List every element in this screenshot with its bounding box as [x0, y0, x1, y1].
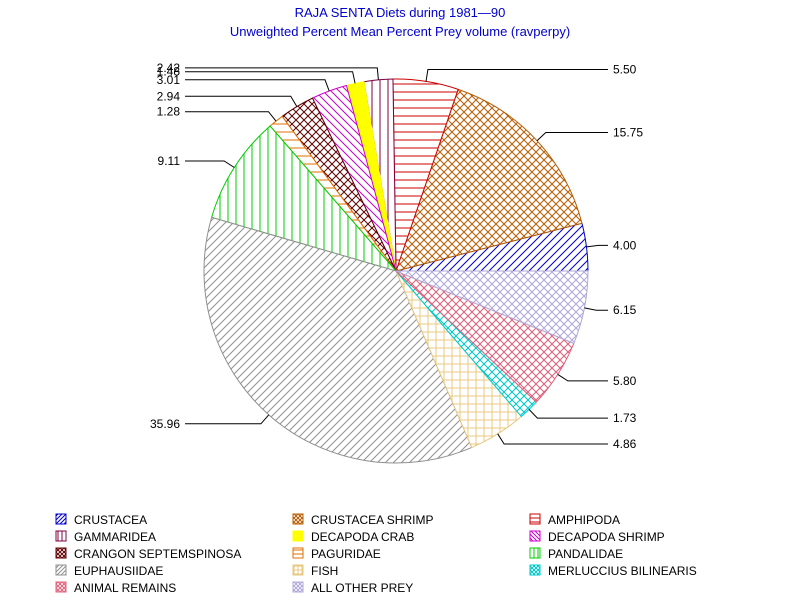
- legend-label: EUPHAUSIIDAE: [74, 564, 163, 578]
- leader-line-decapoda-crab: [185, 71, 356, 84]
- value-label-animal-remains: 5.80: [613, 374, 637, 388]
- legend-swatch: [529, 564, 541, 576]
- leader-line-amphipoda: [425, 69, 608, 82]
- slice-labels: 4.00 15.75 5.50 2.421.483.01 2.94 1.28 9.11 35.…: [150, 61, 643, 451]
- slice-all-other-prey: [395, 270, 589, 345]
- pie-slices: [203, 78, 589, 464]
- legend: CRUSTACEA CRUSTACEA SHRIMP AMPHIPODA GAMMAR…: [55, 513, 697, 595]
- legend-label: CRUSTACEA SHRIMP: [311, 513, 433, 527]
- legend-label: CRUSTACEA: [74, 513, 147, 527]
- value-label-crustacea: 4.00: [613, 238, 637, 252]
- leader-line-pandalidae: [185, 160, 235, 168]
- slice-crustacea-shrimp: [395, 88, 583, 272]
- leader-line-crustacea: [586, 244, 608, 248]
- leader-line-crustacea-shrimp: [536, 132, 608, 142]
- legend-item-euphausiidae: EUPHAUSIIDAE: [55, 564, 163, 578]
- legend-swatch: [55, 513, 67, 525]
- legend-item-crustacea: CRUSTACEA: [55, 513, 147, 527]
- value-label-all-other-prey: 6.15: [613, 303, 637, 317]
- leader-line-animal-remains: [557, 373, 608, 382]
- legend-swatch: [292, 581, 304, 593]
- legend-label: MERLUCCIUS BILINEARIS: [548, 564, 697, 578]
- legend-label: ALL OTHER PREY: [311, 581, 413, 595]
- value-label-gammaridea: 2.42: [157, 61, 181, 75]
- legend-item-crangon-septemspinosa: CRANGON SEPTEMSPINOSA: [55, 547, 241, 561]
- legend-swatch: [55, 581, 67, 593]
- legend-swatch: [292, 530, 304, 542]
- value-label-decapoda-crab: 1.48: [157, 65, 181, 79]
- legend-swatch: [529, 547, 541, 559]
- legend-swatch: [55, 530, 67, 542]
- legend-label: ANIMAL REMAINS: [74, 581, 176, 595]
- legend-swatch: [292, 513, 304, 525]
- legend-item-merluccius-bilinearis: MERLUCCIUS BILINEARIS: [529, 564, 697, 578]
- value-label-amphipoda: 5.50: [613, 63, 637, 77]
- legend-label: DECAPODA CRAB: [311, 530, 414, 544]
- value-label-fish: 4.86: [613, 437, 637, 451]
- legend-label: FISH: [311, 564, 338, 578]
- legend-item-pandalidae: PANDALIDAE: [529, 547, 623, 561]
- value-label-euphausiidae: 35.96: [150, 417, 180, 431]
- legend-label: PAGURIDAE: [311, 547, 381, 561]
- value-label-crustacea-shrimp: 15.75: [613, 126, 643, 140]
- legend-swatch: [529, 530, 541, 542]
- leader-line-all-other-prey: [584, 307, 608, 311]
- legend-label: GAMMARIDEA: [74, 530, 156, 544]
- legend-swatch: [529, 513, 541, 525]
- legend-label: AMPHIPODA: [548, 513, 620, 527]
- leader-line-paguridae: [185, 111, 277, 122]
- leader-line-merluccius-bilinearis: [528, 409, 608, 419]
- legend-item-crustacea-shrimp: CRUSTACEA SHRIMP: [292, 513, 433, 527]
- leader-line-euphausiidae: [185, 414, 270, 425]
- legend-item-decapoda-shrimp: DECAPODA SHRIMP: [529, 530, 665, 544]
- legend-label: PANDALIDAE: [548, 547, 623, 561]
- legend-swatch: [55, 564, 67, 576]
- legend-swatch: [292, 564, 304, 576]
- value-label-merluccius-bilinearis: 1.73: [613, 411, 637, 425]
- value-label-paguridae: 1.28: [157, 105, 181, 119]
- legend-item-animal-remains: ANIMAL REMAINS: [55, 581, 176, 595]
- legend-item-fish: FISH: [292, 564, 338, 578]
- chart-title: RAJA SENTA Diets during 1981—90: [295, 5, 506, 20]
- legend-item-gammaridea: GAMMARIDEA: [55, 530, 156, 544]
- legend-item-all-other-prey: ALL OTHER PREY: [292, 581, 413, 595]
- legend-item-decapoda-crab: DECAPODA CRAB: [292, 530, 414, 544]
- legend-item-paguridae: PAGURIDAE: [292, 547, 381, 561]
- legend-label: CRANGON SEPTEMSPINOSA: [74, 547, 241, 561]
- value-label-decapoda-shrimp: 3.01: [157, 73, 181, 87]
- leader-line-gammaridea: [185, 67, 379, 80]
- value-label-crangon-septemspinosa: 2.94: [157, 89, 181, 103]
- chart-subtitle: Unweighted Percent Mean Percent Prey vol…: [230, 24, 570, 39]
- leader-line-fish: [497, 433, 608, 445]
- legend-swatch: [55, 547, 67, 559]
- legend-item-amphipoda: AMPHIPODA: [529, 513, 620, 527]
- legend-swatch: [292, 547, 304, 559]
- legend-label: DECAPODA SHRIMP: [548, 530, 665, 544]
- value-label-pandalidae: 9.11: [158, 154, 181, 168]
- leader-line-crangon-septemspinosa: [185, 95, 298, 107]
- leader-line-decapoda-shrimp: [185, 79, 330, 92]
